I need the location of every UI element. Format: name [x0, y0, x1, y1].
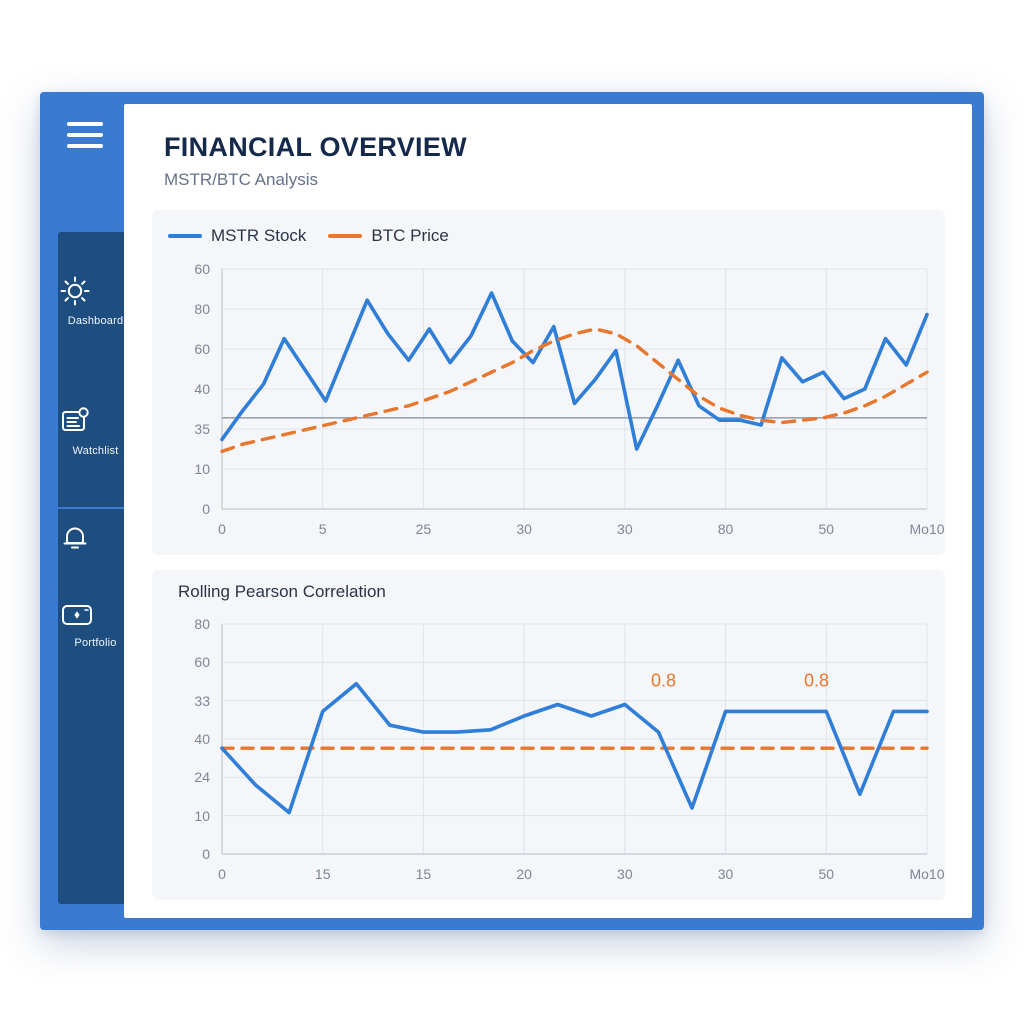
briefcase-card-icon	[58, 600, 133, 630]
y-axis-tick-label: 60	[194, 654, 210, 671]
sidebar-item-label: Portfolio	[74, 637, 117, 649]
sidebar-nav-panel: Dashboard Watchlist	[58, 232, 133, 904]
x-axis-tick-label: Mo10	[909, 521, 945, 537]
page-header: FINANCIAL OVERVIEW MSTR/BTC Analysis	[124, 104, 972, 190]
main-content: FINANCIAL OVERVIEW MSTR/BTC Analysis MST…	[124, 104, 972, 918]
x-axis-tick-label: 0	[218, 521, 226, 537]
x-axis-tick-label: 0	[218, 866, 226, 882]
hamburger-bar	[67, 122, 103, 126]
hamburger-bar	[67, 144, 103, 148]
bell-icon	[58, 522, 133, 554]
y-axis-tick-label: 33	[194, 692, 210, 709]
sidebar: Dashboard Watchlist	[40, 92, 151, 930]
hamburger-icon[interactable]	[67, 122, 103, 148]
y-axis-tick-label: 10	[194, 461, 210, 477]
sidebar-item-alerts[interactable]	[58, 522, 133, 561]
y-axis-tick-label: 0	[202, 846, 210, 862]
legend-entry-btc: BTC Price	[328, 226, 449, 246]
x-axis-tick-label: 15	[314, 866, 331, 882]
x-axis-tick-label: 30	[617, 866, 633, 882]
x-axis-tick-label: 30	[717, 866, 734, 882]
legend-label-btc: BTC Price	[371, 226, 449, 245]
x-axis-tick-label: 30	[516, 521, 532, 537]
x-axis-tick-label: 25	[415, 521, 432, 537]
chart-legend: MSTR Stock BTC Price	[168, 226, 449, 246]
sidebar-divider	[58, 507, 133, 509]
y-axis-tick-label: 40	[194, 731, 210, 747]
chart-annotation: 0.8	[804, 670, 830, 691]
series-line	[220, 682, 929, 815]
plot-2-svg	[220, 623, 929, 855]
sun-icon	[58, 274, 133, 308]
app-window-frame: Dashboard Watchlist	[40, 92, 984, 930]
y-axis-tick-label: 0	[202, 501, 210, 517]
hamburger-bar	[67, 133, 103, 137]
x-axis-tick-label: 80	[717, 521, 734, 537]
sidebar-item-label: Watchlist	[72, 445, 119, 457]
legend-swatch-btc	[328, 234, 363, 238]
x-axis-tick-label: 15	[415, 866, 432, 882]
y-axis-tick-label: 35	[194, 421, 210, 437]
y-axis-tick-label: 24	[194, 769, 210, 786]
correlation-chart-plot: 80 60 33 40 24 10 0 0 15 15 20 30 30 50 Mo10 0.8 0.8	[152, 610, 945, 900]
x-axis-tick-label: 50	[818, 866, 835, 882]
legend-swatch-mstr	[168, 234, 202, 238]
x-axis-tick-label: 5	[318, 521, 327, 537]
series-line	[220, 327, 929, 454]
x-axis-tick-label: 20	[516, 866, 532, 882]
plot-1-svg	[220, 268, 929, 510]
correlation-chart-card: Rolling Pearson Correlation 80 60 33 40 24 10…	[152, 570, 945, 900]
series-line	[220, 291, 929, 451]
y-axis-tick-label: 60	[194, 341, 210, 357]
price-chart-card: MSTR Stock BTC Price 60 80 60 40 35 10 0 0 5 25 30…	[152, 210, 945, 555]
y-axis-tick-label: 80	[194, 301, 210, 317]
price-chart-plot: 60 80 60 40 35 10 0 0 5 25 30 30 80 50 Mo10	[152, 255, 945, 555]
y-axis-tick-label: 80	[194, 616, 210, 632]
legend-label-mstr: MSTR Stock	[211, 226, 307, 245]
sidebar-item-portfolio[interactable]: Portfolio	[58, 600, 133, 649]
y-axis-tick-label: 10	[194, 807, 210, 824]
sidebar-item-dashboard[interactable]: Dashboard	[58, 274, 133, 327]
chart-annotation: 0.8	[650, 670, 676, 691]
y-axis-tick-label: 60	[194, 261, 210, 277]
page-title: FINANCIAL OVERVIEW	[164, 132, 467, 162]
legend-entry-mstr: MSTR Stock	[168, 226, 306, 246]
x-axis-tick-label: 30	[617, 521, 633, 537]
correlation-chart-title: Rolling Pearson Correlation	[178, 582, 386, 601]
y-axis-tick-label: 40	[194, 381, 210, 397]
x-axis-tick-label: Mo10	[909, 866, 945, 882]
sidebar-item-label: Dashboard	[67, 315, 124, 327]
page-subtitle: MSTR/BTC Analysis	[164, 170, 318, 189]
sidebar-item-watchlist[interactable]: Watchlist	[58, 404, 133, 457]
document-list-icon	[58, 404, 133, 438]
x-axis-tick-label: 50	[818, 521, 835, 537]
